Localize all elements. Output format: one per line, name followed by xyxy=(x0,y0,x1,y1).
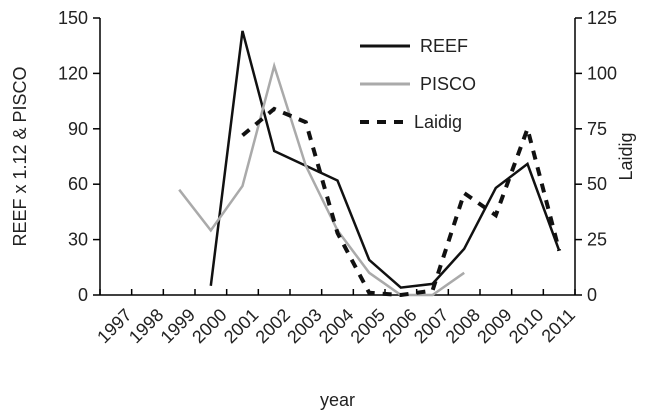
x-tick-label: 1999 xyxy=(157,305,199,347)
series-line-reef xyxy=(209,30,561,289)
series-lines xyxy=(178,30,562,298)
y-right-tick-label: 0 xyxy=(587,285,597,305)
x-tick-label: 2002 xyxy=(252,305,294,347)
x-tick-label: 2011 xyxy=(538,305,580,347)
y-right-tick-label: 125 xyxy=(587,8,617,28)
y-left-tick-label: 90 xyxy=(68,119,88,139)
legend-label-reef: REEF xyxy=(420,36,468,56)
x-tick-label: 2001 xyxy=(220,305,262,347)
x-tick-label: 2008 xyxy=(442,305,484,347)
legend-label-pisco: PISCO xyxy=(420,74,476,94)
y-axis-right-title: Laidig xyxy=(616,132,636,180)
x-tick-label: 2005 xyxy=(347,305,389,347)
x-tick-label: 2006 xyxy=(378,305,420,347)
x-tick-label: 1997 xyxy=(93,305,135,347)
y-left-tick-label: 30 xyxy=(68,230,88,250)
y-left-tick-label: 150 xyxy=(58,8,88,28)
y-right-tick-label: 100 xyxy=(587,63,617,83)
y-left-tick-label: 120 xyxy=(58,63,88,83)
x-tick-label: 2007 xyxy=(410,305,452,347)
y-right-tick-label: 50 xyxy=(587,174,607,194)
legend-label-laidig: Laidig xyxy=(414,112,462,132)
y-left-tick-label: 0 xyxy=(78,285,88,305)
y-right-tick-label: 75 xyxy=(587,119,607,139)
x-tick-label: 1998 xyxy=(125,305,167,347)
x-axis-title: year xyxy=(320,390,355,410)
series-line-pisco xyxy=(178,61,465,297)
x-tick-label: 2003 xyxy=(283,305,325,347)
x-tick-label: 2009 xyxy=(473,305,515,347)
legend: REEF PISCO Laidig xyxy=(360,36,476,132)
x-tick-label: 2010 xyxy=(505,305,547,347)
series-line-laidig xyxy=(241,106,562,298)
x-tick-label: 2000 xyxy=(188,305,230,347)
x-tick-label: 2004 xyxy=(315,305,357,347)
y-left-tick-label: 60 xyxy=(68,174,88,194)
y-axis-left-title: REEF x 1.12 & PISCO xyxy=(10,66,30,246)
y-right-tick-label: 25 xyxy=(587,230,607,250)
